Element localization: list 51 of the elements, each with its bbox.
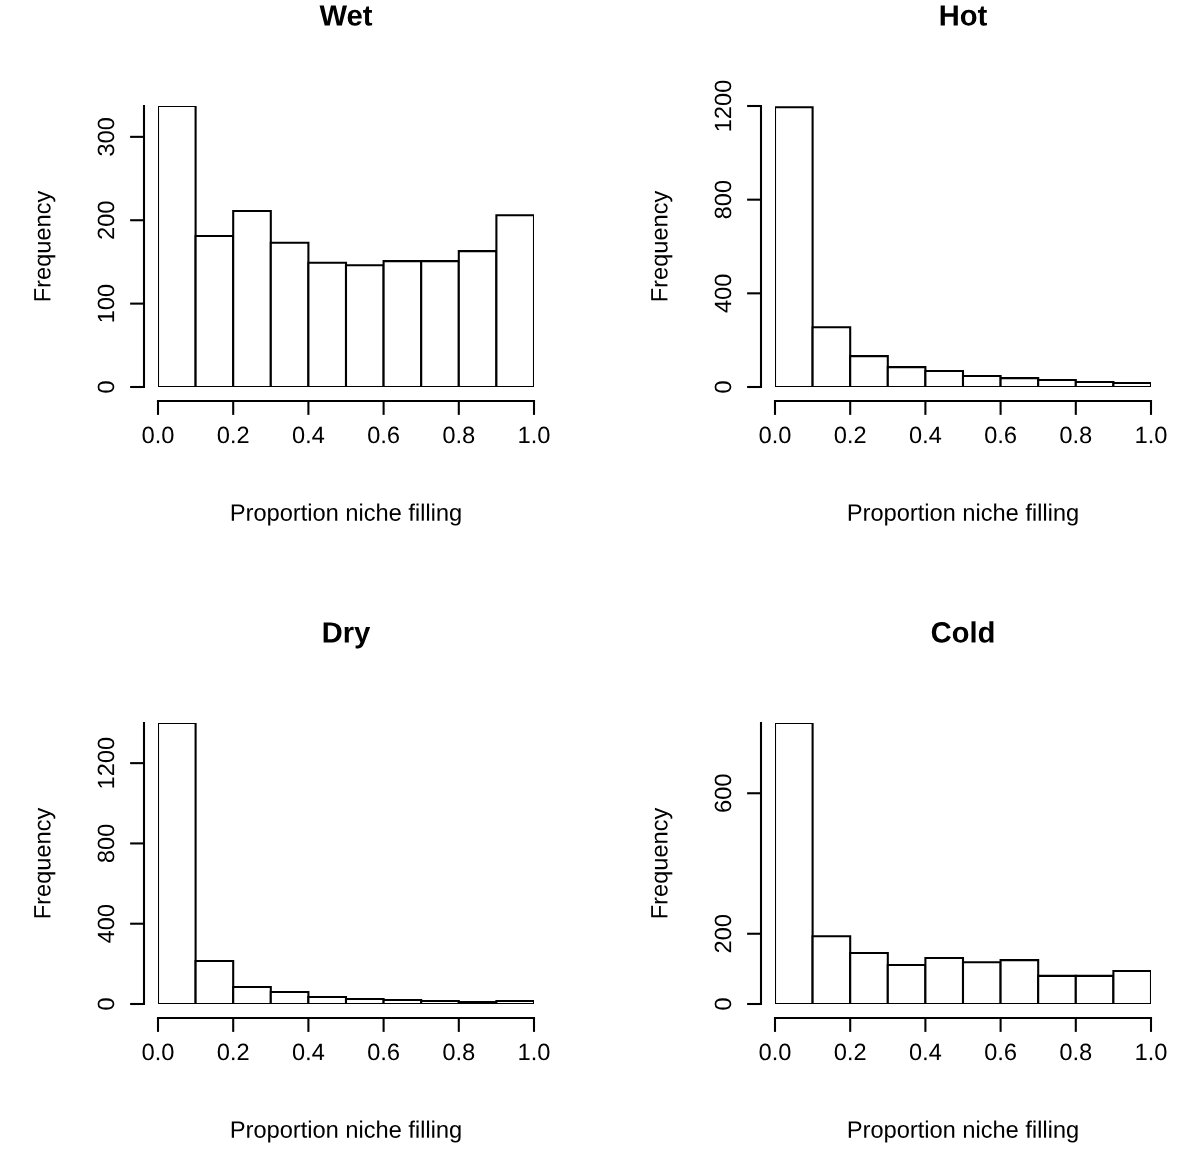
x-tick-label: 0.2 <box>217 426 249 444</box>
x-tick-label: 0.8 <box>1060 1043 1092 1061</box>
y-tick-label: 300 <box>97 118 115 156</box>
x-tick-label: 0.6 <box>368 426 399 444</box>
y-tick-label: 0 <box>97 381 115 393</box>
y-tick-label: 400 <box>714 274 732 313</box>
x-tick-label: 0.0 <box>142 1043 174 1061</box>
x-tick-label: 0.4 <box>909 1043 942 1061</box>
chart-title: Wet <box>319 5 373 26</box>
x-axis-title: Proportion niche filling <box>848 503 1078 526</box>
x-tick-label: 1.0 <box>1136 1043 1167 1061</box>
x-tick-label: 0.8 <box>1060 426 1092 444</box>
x-axis-title: Proportion niche filling <box>848 1120 1078 1143</box>
chart-title: Dry <box>323 622 371 649</box>
x-tick-label: 0.8 <box>443 1043 475 1061</box>
x-tick-label: 0.0 <box>759 426 791 444</box>
x-tick-label: 0.4 <box>292 1043 325 1061</box>
y-tick-label: 0 <box>714 998 732 1010</box>
x-tick-label: 1.0 <box>519 1043 550 1061</box>
y-axis-title: Frequency <box>34 190 56 301</box>
y-tick-label: 600 <box>714 774 732 812</box>
x-tick-label: 0.8 <box>443 426 475 444</box>
x-tick-label: 0.2 <box>834 426 866 444</box>
x-axis-title: Proportion niche filling <box>231 503 461 526</box>
x-tick-label: 1.0 <box>519 426 550 444</box>
x-tick-label: 0.4 <box>292 426 325 444</box>
y-tick-label: 100 <box>97 284 115 322</box>
x-tick-label: 0.0 <box>142 426 174 444</box>
chart-title: Cold <box>931 621 994 643</box>
x-tick-label: 0.4 <box>909 426 942 444</box>
x-tick-label: 0.6 <box>985 1043 1016 1061</box>
y-tick-label: 0 <box>714 381 732 393</box>
y-tick-label: 1200 <box>714 80 732 131</box>
y-tick-label: 400 <box>97 904 115 943</box>
y-tick-label: 0 <box>97 998 115 1010</box>
chart-title: Hot <box>940 5 987 26</box>
y-axis-title: Frequency <box>651 190 673 301</box>
y-axis-title: Frequency <box>651 807 673 918</box>
y-axis-title: Frequency <box>34 807 56 918</box>
y-tick-label: 1200 <box>97 737 115 788</box>
x-tick-label: 0.2 <box>217 1043 249 1061</box>
y-tick-label: 200 <box>714 914 732 953</box>
y-tick-label: 800 <box>714 180 732 219</box>
x-axis-title: Proportion niche filling <box>231 1120 461 1143</box>
y-tick-label: 200 <box>97 201 115 239</box>
x-tick-label: 0.6 <box>985 426 1016 444</box>
x-tick-label: 1.0 <box>1136 426 1167 444</box>
x-tick-label: 0.2 <box>834 1043 866 1061</box>
y-tick-label: 800 <box>97 824 115 863</box>
x-tick-label: 0.6 <box>368 1043 399 1061</box>
x-tick-label: 0.0 <box>759 1043 791 1061</box>
